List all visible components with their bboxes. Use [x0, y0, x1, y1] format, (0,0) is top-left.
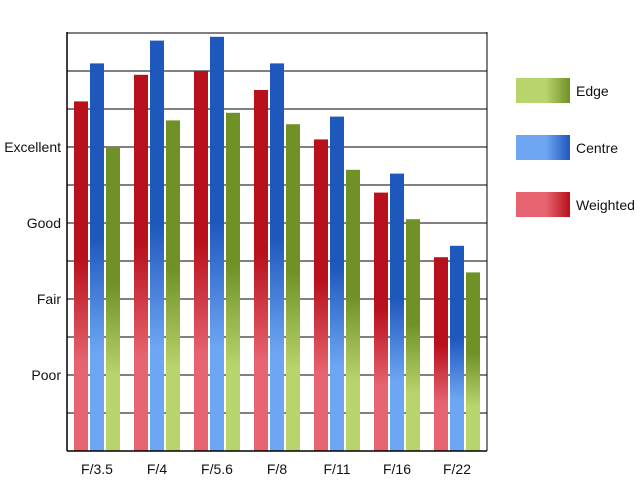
legend-item-weighted: Weighted	[516, 192, 635, 217]
bar-edge-f11	[346, 169, 360, 452]
legend-label: Centre	[576, 140, 618, 156]
bar-centre-f4	[150, 40, 164, 451]
y-tick-label: Good	[27, 215, 61, 231]
bar-edge-f4	[166, 120, 180, 452]
x-tick-label: F/16	[383, 461, 411, 477]
axes	[66, 32, 488, 452]
x-tick-label: F/3.5	[81, 461, 113, 477]
bar-centre-f22	[450, 245, 464, 451]
y-tick-label: Fair	[37, 291, 61, 307]
bar-weighted-f11	[314, 139, 328, 451]
tick-labels: F/3.5 F/4 F/5.6 F/8 F/11 F/16 F/22 Poor Fair Good…	[4, 139, 471, 477]
bar-edge-f8	[286, 124, 300, 451]
bar-edge-f16	[406, 219, 420, 451]
bar-centre-f16	[390, 173, 404, 451]
bars	[74, 36, 480, 452]
legend-item-edge: Edge	[516, 78, 609, 103]
legend: Edge Centre Weighted	[516, 78, 635, 217]
bar-weighted-f56	[194, 71, 208, 451]
legend-swatch	[516, 192, 570, 217]
legend-swatch	[516, 135, 570, 160]
x-tick-label: F/8	[267, 461, 287, 477]
legend-label: Edge	[576, 83, 609, 99]
x-tick-label: F/11	[324, 461, 351, 477]
bar-centre-f35	[90, 63, 104, 452]
bar-weighted-f8	[254, 90, 268, 451]
bar-centre-f8	[270, 63, 284, 452]
legend-label: Weighted	[576, 197, 635, 213]
bar-weighted-f35	[74, 101, 88, 452]
y-tick-label: Excellent	[4, 139, 61, 155]
legend-swatch	[516, 78, 570, 103]
x-tick-label: F/22	[443, 461, 471, 477]
bar-edge-f22	[466, 272, 480, 451]
bar-edge-f35	[106, 147, 120, 451]
bar-weighted-f4	[134, 74, 148, 452]
x-tick-label: F/5.6	[201, 461, 233, 477]
bar-weighted-f16	[374, 192, 388, 451]
bar-centre-f11	[330, 116, 344, 451]
bar-centre-f56	[210, 36, 224, 452]
x-tick-label: F/4	[147, 461, 167, 477]
bar-weighted-f22	[434, 257, 448, 451]
bar-edge-f56	[226, 112, 240, 452]
y-tick-label: Poor	[31, 367, 61, 383]
legend-item-centre: Centre	[516, 135, 618, 160]
